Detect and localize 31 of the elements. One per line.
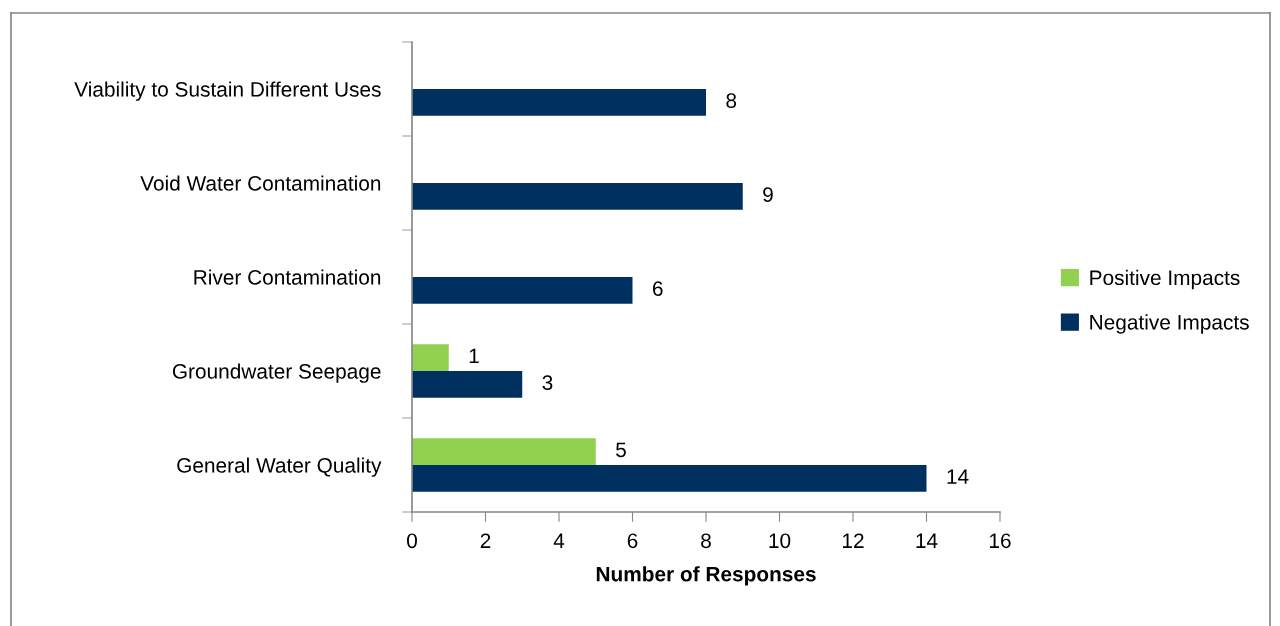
x-tick-label: 6	[627, 533, 638, 549]
y-tick-label: River Contamination	[194, 269, 381, 285]
data-label: 3	[542, 375, 553, 390]
data-label: 6	[653, 281, 663, 296]
bar	[412, 465, 927, 492]
y-tick-label: General Water Quality	[177, 457, 382, 477]
data-label: 5	[616, 442, 626, 458]
data-label: 8	[726, 93, 737, 108]
x-tick-label: 2	[480, 533, 491, 548]
data-label: 1	[469, 348, 479, 363]
x-tick-label: 4	[553, 533, 565, 548]
bar	[412, 371, 523, 398]
x-tick-label: 14	[916, 533, 938, 548]
y-tick-label: Groundwater Seepage	[172, 363, 381, 383]
x-tick-label: 8	[701, 533, 711, 549]
x-axis-title: Number of Responses	[596, 566, 816, 586]
legend-label: Positive Impacts	[1090, 269, 1240, 290]
x-tick-label: 12	[843, 533, 864, 548]
data-label: 9	[763, 187, 773, 202]
legend-label: Negative Impacts	[1090, 314, 1249, 334]
bar	[412, 344, 449, 371]
y-tick-label: Void Water Contamination	[140, 175, 381, 191]
x-tick-label: 16	[990, 533, 1011, 549]
bar	[412, 89, 706, 116]
x-tick-label: 0	[407, 533, 417, 549]
bar	[412, 438, 596, 465]
y-tick-label: Viability to Sustain Different Uses	[74, 81, 381, 101]
bar	[412, 277, 633, 304]
bar	[412, 183, 743, 210]
x-tick-label: 10	[769, 533, 791, 549]
data-label: 14	[947, 469, 969, 484]
